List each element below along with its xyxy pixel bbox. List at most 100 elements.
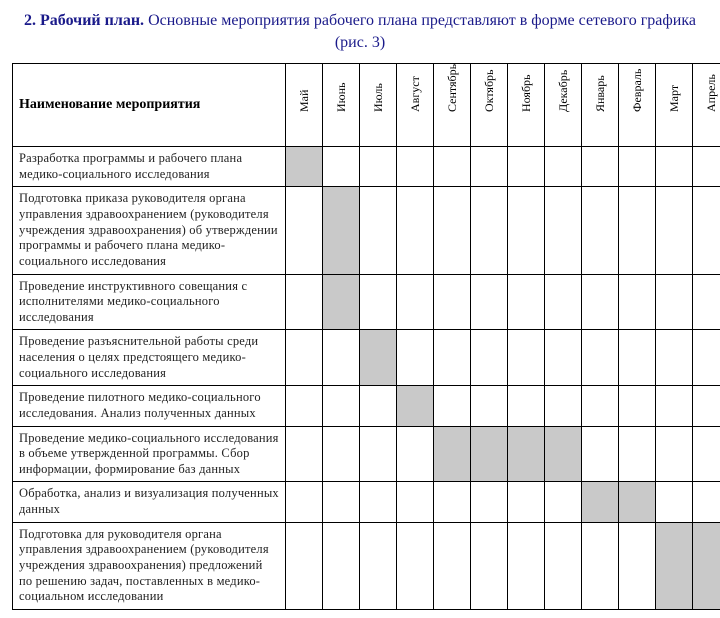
gantt-cell [471,522,508,609]
table-row: Проведение разъяснительной работы среди … [13,330,720,386]
table-header-row: Наименование мероприятия Май Июнь Июль Авгу… [13,64,720,147]
page-title: 2. Рабочий план. Основные мероприятия ра… [12,10,708,53]
gantt-cell [323,187,360,274]
gantt-cell [397,386,434,426]
gantt-cell [656,187,693,274]
table-row: Проведение инструктивного совещания с ис… [13,274,720,330]
gantt-cell [286,426,323,482]
header-month: Октябрь [471,64,508,147]
activity-name-cell: Проведение разъяснительной работы среди … [13,330,286,386]
gantt-cell [397,330,434,386]
gantt-cell [360,187,397,274]
activity-name-cell: Подготовка приказа руководителя органа у… [13,187,286,274]
gantt-cell [360,274,397,330]
gantt-cell [582,386,619,426]
table-row: Подготовка для руководителя органа управ… [13,522,720,609]
gantt-cell [545,482,582,522]
month-label: Июль [371,98,385,112]
header-activity-name: Наименование мероприятия [13,64,286,147]
gantt-cell [508,274,545,330]
gantt-cell [693,187,720,274]
gantt-cell [323,274,360,330]
gantt-cell [434,274,471,330]
gantt-cell [286,330,323,386]
month-label: Апрель [704,98,718,112]
title-rest: Основные мероприятия рабочего плана пред… [144,12,696,51]
gantt-cell [656,330,693,386]
activity-name-cell: Проведение медико-социального исследован… [13,426,286,482]
table-row: Проведение медико-социального исследован… [13,426,720,482]
gantt-cell [323,426,360,482]
gantt-cell [434,386,471,426]
gantt-cell [434,482,471,522]
header-month: Март [656,64,693,147]
gantt-cell [286,482,323,522]
gantt-cell [434,330,471,386]
month-label: Март [667,98,681,112]
gantt-cell [619,522,656,609]
gantt-cell [693,426,720,482]
table-row: Подготовка приказа руководителя органа у… [13,187,720,274]
month-label: Декабрь [556,98,570,112]
gantt-cell [693,386,720,426]
gantt-cell [656,522,693,609]
gantt-cell [286,187,323,274]
gantt-cell [434,147,471,187]
gantt-cell [471,274,508,330]
gantt-cell [693,482,720,522]
month-label: Май [297,98,311,112]
gantt-cell [693,147,720,187]
gantt-cell [434,426,471,482]
gantt-cell [619,147,656,187]
gantt-cell [397,426,434,482]
activity-name-cell: Подготовка для руководителя органа управ… [13,522,286,609]
gantt-cell [471,426,508,482]
gantt-cell [360,147,397,187]
month-label: Январь [593,98,607,112]
gantt-cell [693,274,720,330]
gantt-cell [693,330,720,386]
gantt-cell [545,187,582,274]
gantt-cell [619,187,656,274]
gantt-cell [545,147,582,187]
gantt-cell [471,330,508,386]
activity-name-cell: Обработка, анализ и визуализация получен… [13,482,286,522]
gantt-cell [508,482,545,522]
gantt-cell [619,386,656,426]
table-row: Обработка, анализ и визуализация получен… [13,482,720,522]
gantt-cell [471,482,508,522]
header-month: Август [397,64,434,147]
gantt-cell [286,386,323,426]
table-row: Разработка программы и рабочего плана ме… [13,147,720,187]
gantt-cell [619,482,656,522]
header-month: Апрель [693,64,720,147]
gantt-cell [656,147,693,187]
header-month: Ноябрь [508,64,545,147]
gantt-cell [619,274,656,330]
gantt-cell [582,147,619,187]
gantt-cell [471,187,508,274]
gantt-cell [619,426,656,482]
gantt-cell [323,386,360,426]
gantt-cell [508,386,545,426]
gantt-cell [323,147,360,187]
gantt-cell [545,522,582,609]
gantt-cell [508,522,545,609]
table-row: Проведение пилотного медико-социального … [13,386,720,426]
header-month: Декабрь [545,64,582,147]
gantt-cell [508,426,545,482]
gantt-cell [656,274,693,330]
gantt-cell [360,522,397,609]
gantt-table: Наименование мероприятия Май Июнь Июль Авгу… [12,63,720,610]
gantt-cell [397,274,434,330]
gantt-cell [434,187,471,274]
month-label: Июнь [334,98,348,112]
gantt-cell [582,482,619,522]
gantt-cell [619,330,656,386]
header-month: Сентябрь [434,64,471,147]
header-month: Июль [360,64,397,147]
gantt-cell [323,482,360,522]
gantt-cell [286,274,323,330]
gantt-cell [582,330,619,386]
month-label: Сентябрь [445,98,459,112]
